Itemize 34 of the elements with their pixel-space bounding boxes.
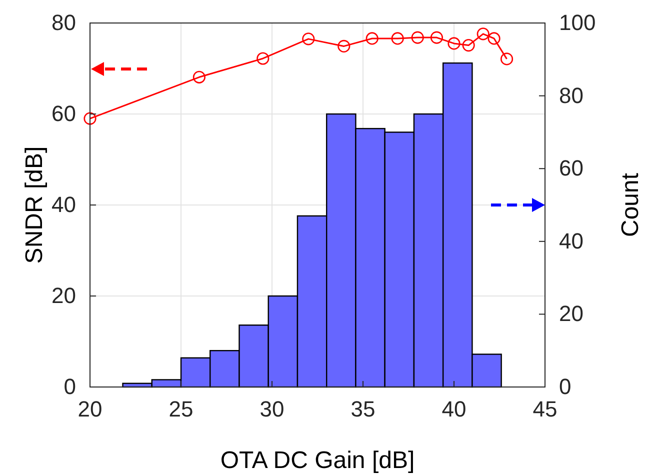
y2-axis-title: Count (617, 172, 644, 238)
point (391, 32, 404, 45)
point (488, 32, 500, 45)
y-tick-label: 0 (64, 374, 76, 400)
point (366, 32, 378, 45)
x-tick-label: 20 (78, 396, 102, 422)
point (256, 52, 270, 65)
point (411, 31, 424, 44)
y2-tick-label: 20 (559, 301, 584, 326)
y2-tick-label: 80 (559, 82, 584, 108)
x-tick-label: 40 (442, 396, 466, 422)
y2-tick-label: 60 (559, 156, 584, 181)
x-tick-label: 30 (260, 396, 284, 422)
x-axis-title: OTA DC Gain [dB] (220, 447, 415, 474)
x-tick-label: 35 (350, 396, 376, 422)
point (500, 52, 514, 66)
point (448, 37, 460, 50)
x-tick-label: 25 (168, 396, 194, 422)
y-tick-label: 40 (52, 192, 76, 218)
point (302, 32, 315, 46)
y-tick-label: 60 (52, 101, 76, 126)
point (476, 28, 490, 40)
point (192, 70, 206, 84)
x-tick-label: 45 (532, 396, 558, 422)
y-tick-label: 80 (52, 10, 76, 36)
point (462, 39, 475, 52)
y-axis-title: SNDR [dB] (21, 146, 48, 264)
y2-tick-label: 0 (559, 374, 572, 400)
point (338, 40, 350, 52)
point (84, 112, 96, 125)
point (430, 31, 443, 44)
y2-tick-label: 100 (559, 10, 596, 36)
y-tick-label: 20 (52, 283, 76, 308)
y2-tick-label: 40 (559, 228, 584, 254)
